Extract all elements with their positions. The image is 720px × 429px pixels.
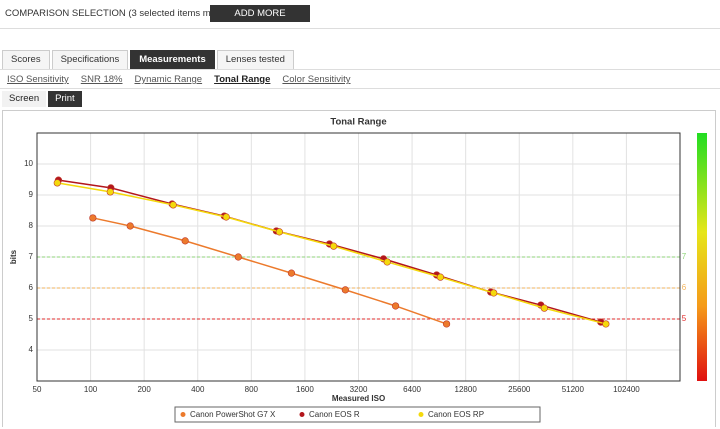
header-title: COMPARISON SELECTION (3 selected items m…	[5, 8, 227, 19]
y-tick-label: 9	[29, 190, 34, 199]
tab[interactable]: Specifications	[51, 50, 129, 69]
plot-frame	[36, 132, 681, 382]
x-tick-label: 400	[191, 385, 205, 394]
data-point	[106, 188, 114, 196]
x-tick-label: 100	[84, 385, 98, 394]
data-point	[540, 304, 548, 312]
series-line	[57, 182, 607, 325]
tab[interactable]: Scores	[2, 50, 50, 69]
data-point	[89, 214, 97, 222]
subtab-link[interactable]: Tonal Range	[214, 74, 271, 85]
x-axis-label: Measured ISO	[332, 394, 385, 403]
x-tick-label: 6400	[403, 385, 421, 394]
x-tick-label: 25600	[508, 385, 531, 394]
x-tick-label: 12800	[455, 385, 478, 394]
data-point	[169, 201, 177, 209]
legend-marker	[299, 412, 305, 417]
view-button[interactable]: Print	[48, 91, 82, 107]
x-tick-label: 102400	[613, 385, 640, 394]
color-scale	[697, 133, 707, 381]
legend-marker	[418, 412, 424, 417]
subtab-bar: ISO Sensitivity SNR 18% Dynamic Range Tonal…	[7, 74, 351, 85]
y-tick-label: 8	[29, 221, 34, 230]
chart-title: Tonal Range	[330, 117, 386, 128]
data-point	[490, 289, 498, 297]
data-point	[287, 269, 296, 277]
divider	[0, 69, 720, 70]
legend-label: Canon EOS R	[309, 410, 360, 419]
y-tick-label: 4	[29, 345, 34, 354]
x-tick-label: 1600	[296, 385, 314, 394]
subtab-link[interactable]: ISO Sensitivity	[7, 74, 69, 85]
legend-box	[174, 406, 541, 423]
data-point	[222, 213, 230, 221]
data-point	[602, 320, 610, 328]
data-point	[436, 273, 444, 281]
x-tick-label: 800	[245, 385, 259, 394]
subtab-link[interactable]: Dynamic Range	[134, 74, 203, 85]
divider	[0, 88, 720, 89]
view-buttons: Screen Print	[2, 91, 82, 107]
y-axis-label: bits	[9, 249, 18, 264]
x-tick-label: 3200	[350, 385, 368, 394]
reference-label: 6	[682, 283, 687, 292]
reference-label: 5	[682, 314, 687, 323]
tab[interactable]: Lenses tested	[216, 50, 294, 69]
x-tick-label: 50	[33, 385, 42, 394]
y-tick-label: 10	[24, 159, 33, 168]
y-tick-label: 7	[29, 252, 34, 261]
data-point	[341, 286, 349, 294]
data-point	[442, 320, 451, 328]
data-point	[330, 242, 338, 250]
data-point	[181, 237, 189, 245]
tab-bar: Scores Specifications Measurements Lenses t…	[2, 50, 294, 69]
subtab-link[interactable]: Color Sensitivity	[282, 74, 351, 85]
chart: Tonal Range Measured ISO bits 4 5 6 7 8 9 10 50 100…	[9, 117, 707, 423]
x-tick-label: 51200	[562, 385, 585, 394]
y-tick-label: 6	[29, 283, 34, 292]
data-point	[383, 258, 391, 266]
data-point	[53, 179, 61, 187]
divider	[0, 28, 720, 29]
data-point	[126, 222, 134, 230]
data-point	[391, 302, 400, 310]
y-tick-label: 5	[29, 314, 34, 323]
tab[interactable]: Measurements	[130, 50, 215, 69]
legend-label: Canon PowerShot G7 X	[190, 410, 276, 419]
chart-container	[2, 110, 716, 427]
reference-label: 7	[682, 252, 687, 261]
add-cameras-button[interactable]: ADD MORE CAMERAS	[210, 5, 310, 36]
view-button[interactable]: Screen	[2, 91, 47, 107]
legend-label: Canon EOS RP	[428, 410, 484, 419]
subtab-link[interactable]: SNR 18%	[80, 74, 123, 85]
series-line	[92, 217, 447, 325]
x-tick-label: 200	[137, 385, 151, 394]
data-point	[275, 228, 283, 236]
data-point	[234, 253, 242, 261]
legend-marker	[180, 412, 186, 417]
